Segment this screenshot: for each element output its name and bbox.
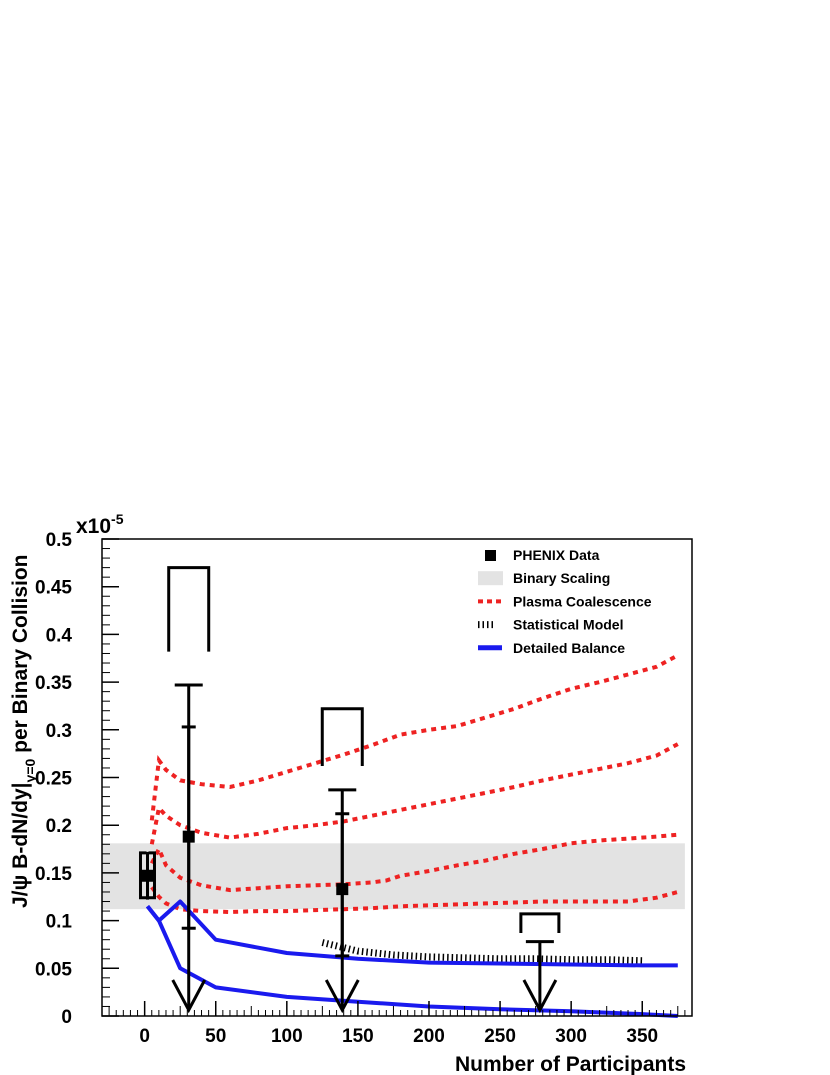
legend-item-4: Detailed Balance (478, 640, 625, 656)
upper-limit-arrow-2 (522, 979, 558, 1014)
upper-limit-bracket-1 (320, 707, 364, 767)
y-tick-label-10: 0.5 (46, 530, 73, 551)
x-tick-label-3: 150 (342, 1026, 374, 1047)
y-tick-label-5: 0.25 (35, 769, 72, 790)
upper-limit-arrow-0 (171, 979, 207, 1014)
binary-scaling-band (102, 843, 685, 910)
series-line-curve-2 (150, 832, 678, 893)
series-line-curve-1 (149, 742, 679, 845)
legend-item-1: Binary Scaling (478, 570, 610, 586)
upper-limit-bracket-2 (519, 912, 561, 934)
legend-marker-phenix (485, 550, 496, 561)
legend-label-4: Detailed Balance (513, 640, 625, 656)
x-tick-label-6: 300 (555, 1026, 587, 1047)
y-axis-title-suffix: per Binary Collision (9, 554, 32, 758)
limit-point-marker-0 (336, 883, 349, 896)
legend-swatch-band (478, 571, 503, 586)
legend-label-0: PHENIX Data (513, 547, 600, 563)
x-tick-label-4: 200 (413, 1026, 445, 1047)
series-line-detailed-balance-5 (145, 899, 678, 968)
y-tick-label-8: 0.4 (46, 625, 73, 646)
y-tick-label-4: 0.2 (46, 816, 72, 837)
legend-label-1: Binary Scaling (513, 570, 610, 586)
x-tick-label-7: 350 (626, 1026, 658, 1047)
x-tick-label-2: 100 (271, 1026, 303, 1047)
y-tick-label-3: 0.15 (35, 864, 72, 885)
plot-frame (101, 538, 693, 1017)
y-axis-multiplier: x10-5 (76, 511, 124, 538)
y-axis-title: J/ψ B-dN/dy|y=0 per Binary Collision (9, 554, 38, 908)
y-axis-title-main: J/ψ B-dN/dy| (9, 782, 32, 908)
y-tick-label-6: 0.3 (46, 721, 72, 742)
x-tick-label-5: 250 (484, 1026, 516, 1047)
legend-item-3: Statistical Model (478, 617, 623, 633)
x-tick-label-0: 0 (139, 1026, 150, 1047)
phenix-syst-bracket-left-0 (138, 851, 147, 900)
legend-item-0: PHENIX Data (485, 547, 600, 563)
x-tick-label-1: 50 (205, 1026, 226, 1047)
x-axis-title: Number of Participants (455, 1053, 686, 1075)
y-tick-label-7: 0.35 (35, 673, 72, 694)
y-tick-label-1: 0.05 (35, 959, 72, 980)
y-tick-label-2: 0.1 (46, 912, 73, 933)
phenix-syst-bracket-right-0 (148, 851, 156, 900)
upper-limit-bracket-0 (167, 566, 211, 652)
phenix-marker-0 (141, 869, 154, 882)
phenix-marker-1 (182, 830, 195, 843)
series-line-plasma-coalescence-0 (149, 653, 679, 821)
y-tick-label-0: 0 (61, 1007, 72, 1028)
legend-item-2: Plasma Coalescence (478, 593, 652, 609)
y-tick-label-9: 0.45 (35, 578, 72, 599)
upper-limit-arrow-1 (324, 979, 360, 1014)
legend-label-2: Plasma Coalescence (513, 593, 652, 609)
series-line-curve-3 (150, 886, 679, 915)
legend-label-3: Statistical Model (513, 617, 623, 633)
series-line-statistical-model-4 (321, 939, 643, 965)
y-axis-title-subscript: y=0 (22, 758, 38, 782)
